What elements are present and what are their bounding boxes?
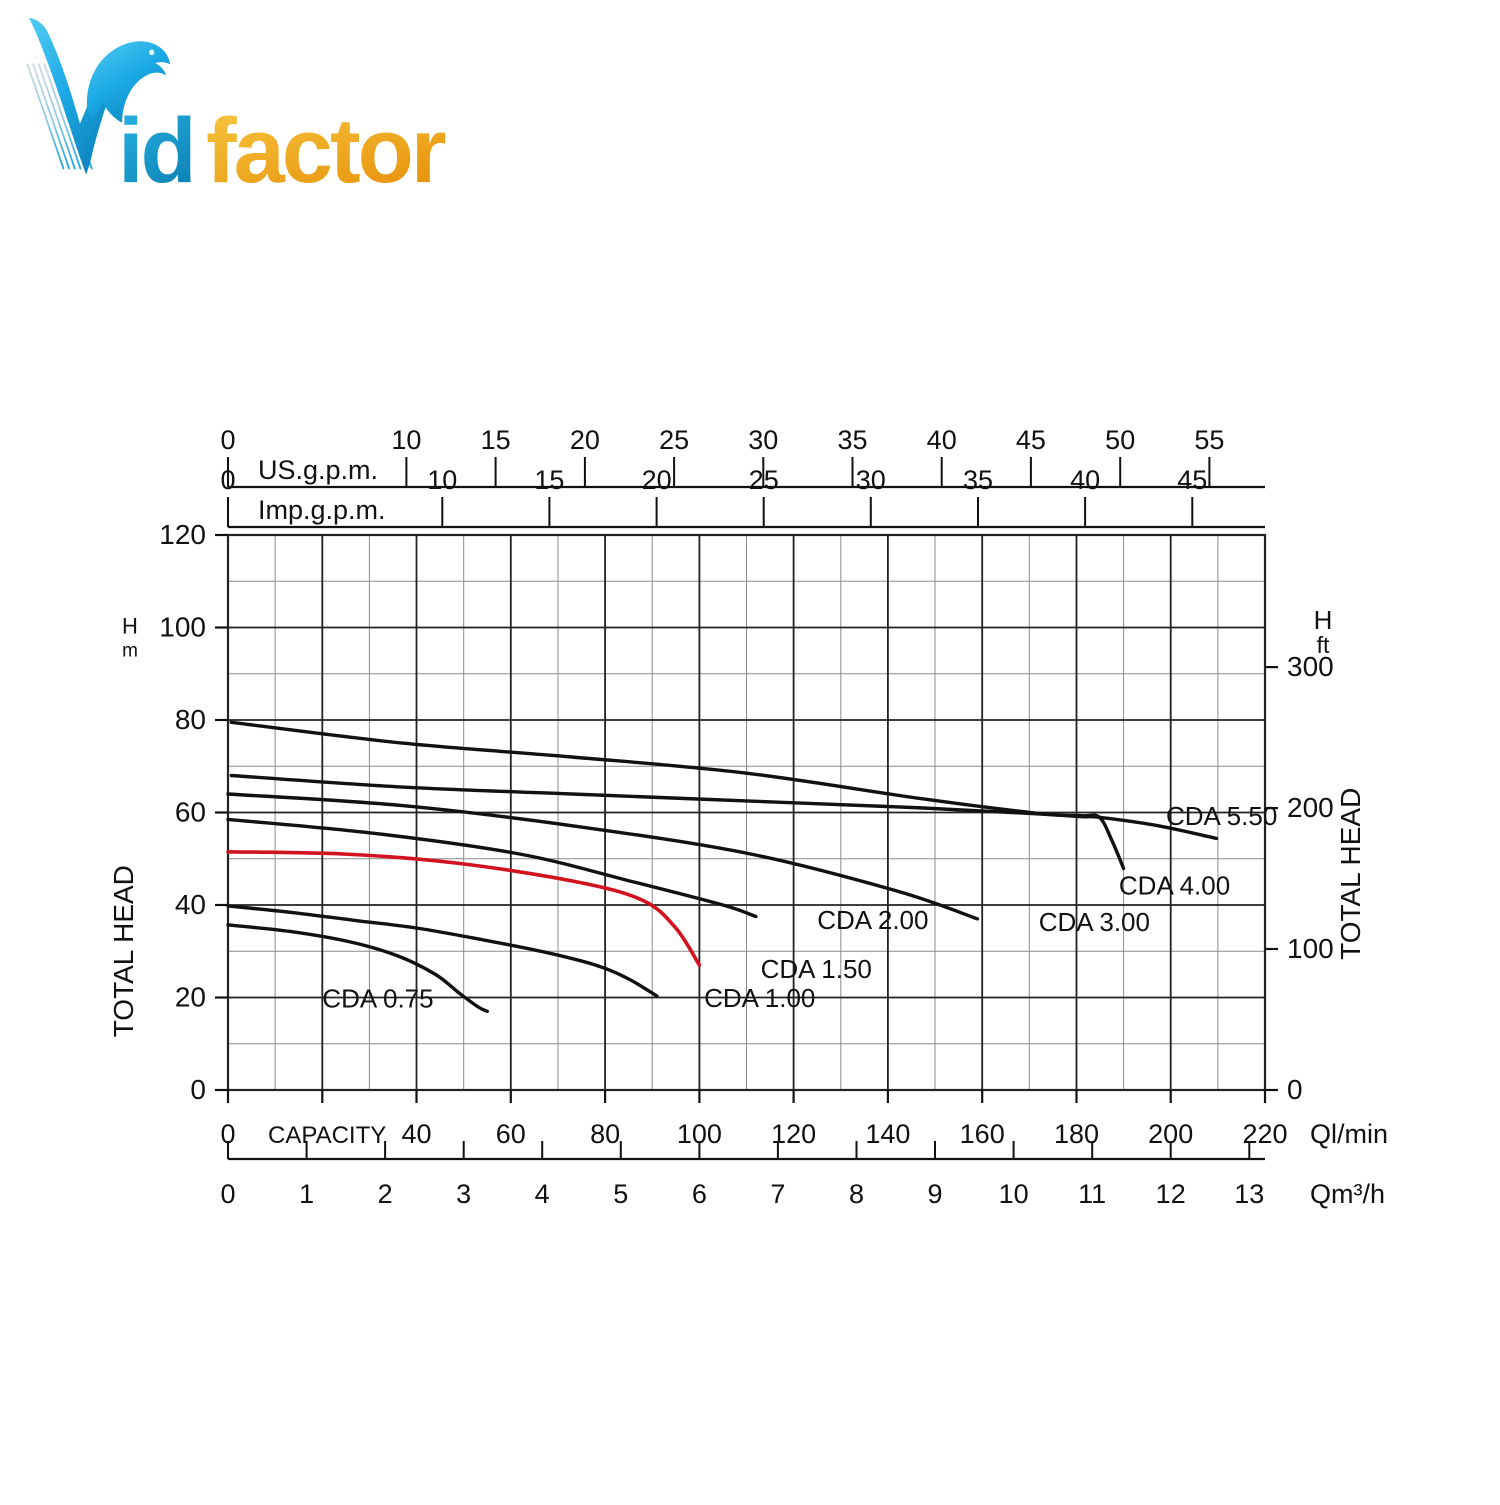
svg-text:CDA 2.00: CDA 2.00: [817, 905, 928, 935]
svg-text:m: m: [122, 641, 138, 662]
svg-text:factor: factor: [206, 100, 446, 202]
svg-text:40: 40: [1070, 465, 1100, 495]
svg-text:80: 80: [590, 1119, 620, 1149]
svg-text:3: 3: [456, 1179, 471, 1209]
svg-text:1: 1: [299, 1179, 314, 1209]
svg-text:CDA 4.00: CDA 4.00: [1119, 871, 1230, 901]
svg-text:8: 8: [849, 1179, 864, 1209]
svg-text:9: 9: [927, 1179, 942, 1209]
svg-text:60: 60: [496, 1119, 526, 1149]
svg-text:100: 100: [1287, 933, 1334, 964]
svg-text:0: 0: [220, 425, 235, 455]
svg-text:0: 0: [190, 1074, 206, 1105]
svg-text:0: 0: [220, 465, 235, 495]
svg-text:35: 35: [837, 425, 867, 455]
svg-text:TOTAL HEAD: TOTAL HEAD: [1335, 788, 1366, 960]
svg-text:ft: ft: [1317, 632, 1330, 658]
svg-text:30: 30: [748, 425, 778, 455]
svg-text:100: 100: [159, 612, 206, 643]
svg-text:15: 15: [534, 465, 564, 495]
svg-text:11: 11: [1078, 1179, 1106, 1209]
svg-text:Imp.g.p.m.: Imp.g.p.m.: [258, 495, 386, 525]
svg-text:CDA 0.75: CDA 0.75: [322, 983, 433, 1013]
svg-text:id: id: [118, 100, 194, 202]
svg-text:CDA 3.00: CDA 3.00: [1039, 907, 1150, 937]
svg-text:0: 0: [1287, 1074, 1303, 1105]
svg-text:Qm³/h: Qm³/h: [1310, 1179, 1385, 1209]
svg-text:12: 12: [1156, 1179, 1186, 1209]
svg-text:0: 0: [220, 1179, 235, 1209]
svg-text:CDA 5.50: CDA 5.50: [1166, 801, 1277, 831]
svg-text:160: 160: [960, 1119, 1005, 1149]
svg-text:25: 25: [749, 465, 779, 495]
svg-text:20: 20: [642, 465, 672, 495]
svg-text:TOTAL HEAD: TOTAL HEAD: [108, 865, 139, 1037]
svg-text:55: 55: [1194, 425, 1224, 455]
svg-text:80: 80: [175, 704, 206, 735]
svg-text:2: 2: [378, 1179, 393, 1209]
svg-text:6: 6: [692, 1179, 707, 1209]
svg-text:10: 10: [427, 465, 457, 495]
svg-text:45: 45: [1016, 425, 1046, 455]
svg-text:CDA 1.00: CDA 1.00: [704, 983, 815, 1013]
svg-text:H: H: [122, 614, 138, 639]
svg-text:200: 200: [1287, 792, 1334, 823]
svg-text:50: 50: [1105, 425, 1135, 455]
svg-text:4: 4: [535, 1179, 550, 1209]
svg-text:140: 140: [865, 1119, 910, 1149]
svg-text:H: H: [1314, 605, 1333, 635]
svg-text:45: 45: [1177, 465, 1207, 495]
svg-text:Ql/min: Ql/min: [1310, 1119, 1388, 1149]
svg-text:US.g.p.m.: US.g.p.m.: [258, 455, 378, 485]
svg-text:40: 40: [175, 889, 206, 920]
svg-text:13: 13: [1234, 1179, 1264, 1209]
svg-text:40: 40: [927, 425, 957, 455]
svg-text:10: 10: [391, 425, 421, 455]
svg-text:10: 10: [999, 1179, 1029, 1209]
svg-text:15: 15: [481, 425, 511, 455]
svg-text:CDA 1.50: CDA 1.50: [761, 954, 872, 984]
svg-text:7: 7: [770, 1179, 785, 1209]
svg-text:40: 40: [401, 1119, 431, 1149]
svg-text:5: 5: [613, 1179, 628, 1209]
svg-text:30: 30: [856, 465, 886, 495]
svg-text:25: 25: [659, 425, 689, 455]
svg-text:60: 60: [175, 797, 206, 828]
svg-text:CAPACITY: CAPACITY: [268, 1122, 386, 1149]
svg-text:20: 20: [175, 982, 206, 1013]
svg-text:120: 120: [159, 519, 206, 550]
svg-text:35: 35: [963, 465, 993, 495]
svg-text:20: 20: [570, 425, 600, 455]
